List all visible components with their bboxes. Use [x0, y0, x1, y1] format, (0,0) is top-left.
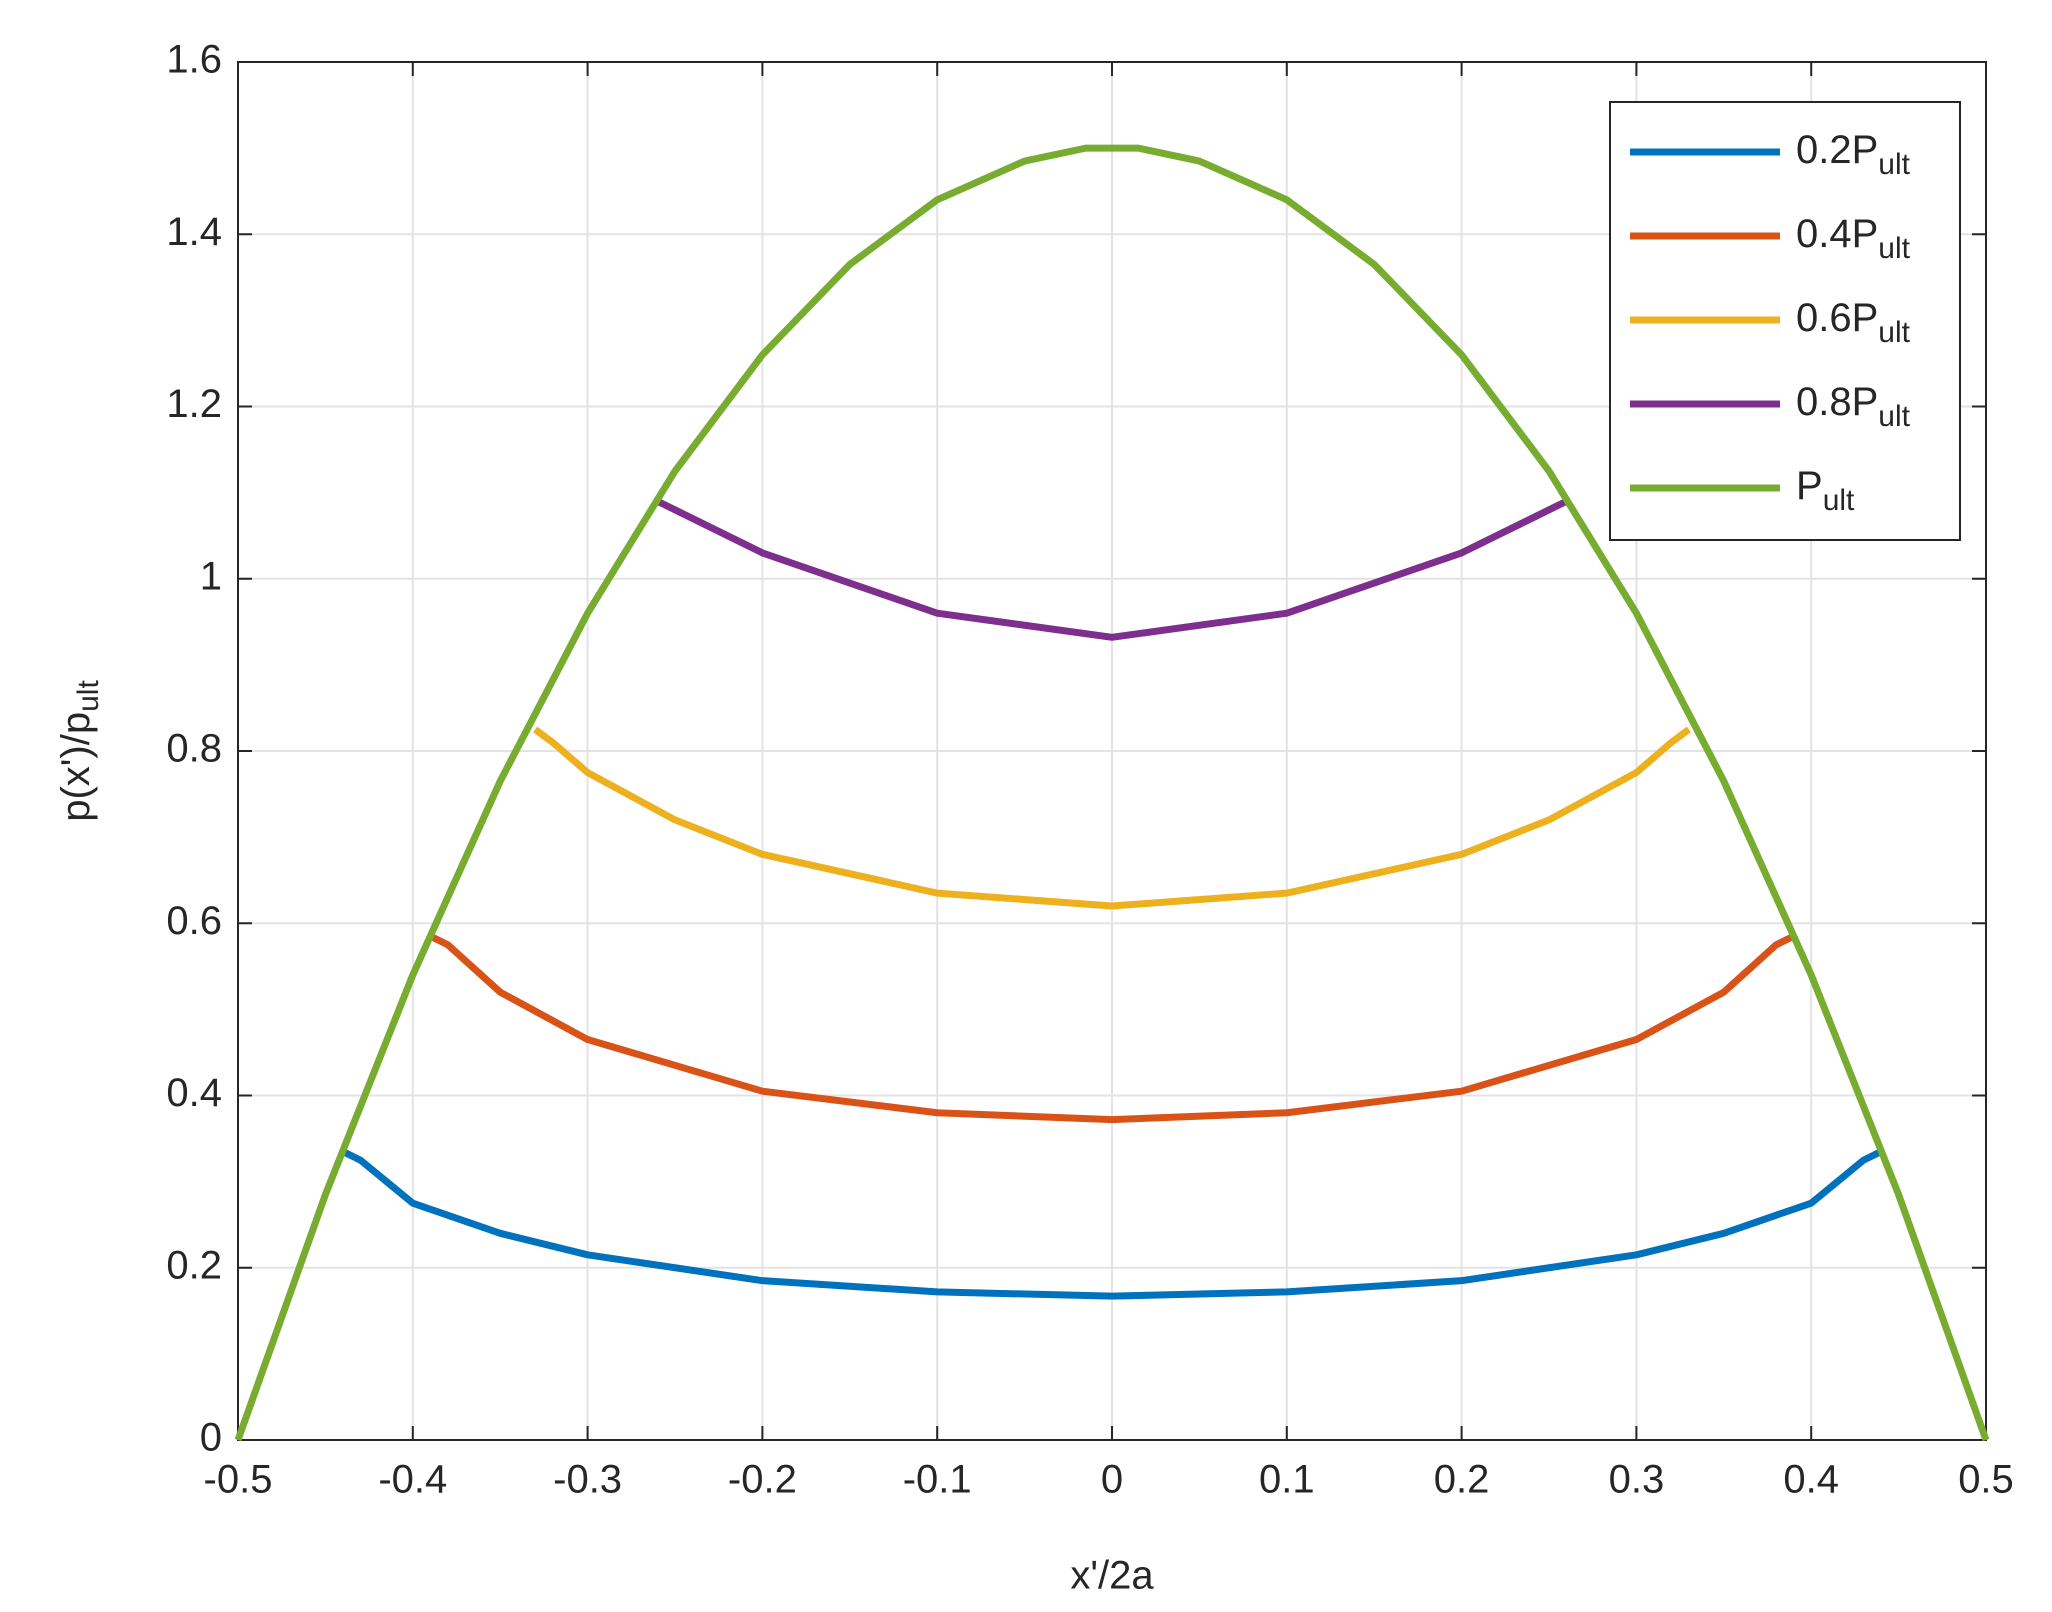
x-tick-label: 0.5 [1958, 1458, 2014, 1502]
x-tick-label: 0.2 [1434, 1458, 1490, 1502]
y-tick-label: 0.4 [166, 1071, 222, 1115]
x-tick-label: 0 [1101, 1458, 1123, 1502]
x-tick-label: 0.4 [1783, 1458, 1839, 1502]
y-tick-label: 0.8 [166, 727, 222, 771]
legend-label-main: 0.4P [1796, 212, 1878, 256]
legend-label: 0.2Pult [1796, 128, 1911, 181]
y-tick-label: 0 [200, 1416, 222, 1460]
data-line [428, 933, 1796, 1124]
legend-label-subscript: ult [1878, 232, 1910, 265]
x-tick-label: 0.3 [1609, 1458, 1665, 1502]
x-tick-label: -0.4 [378, 1458, 447, 1502]
y-axis-label: p(x')/pult [54, 680, 105, 822]
x-tick-label: -0.3 [553, 1458, 622, 1502]
x-tick-label: -0.5 [204, 1458, 273, 1502]
data-line [655, 498, 1569, 641]
legend-label: 0.4Pult [1796, 212, 1911, 265]
legend-label-main: P [1796, 464, 1823, 508]
x-axis-label: x'/2a [1070, 1554, 1154, 1598]
legend-label-subscript: ult [1823, 484, 1855, 517]
legend-label-main: 0.6P [1796, 296, 1878, 340]
legend-label: 0.8Pult [1796, 380, 1911, 433]
y-tick-label: 0.2 [166, 1243, 222, 1287]
x-tick-label: -0.1 [903, 1458, 972, 1502]
y-tick-label: 1.6 [166, 38, 222, 82]
y-axis-label-subscript: ult [72, 680, 105, 712]
plot-frame [237, 61, 1987, 1441]
y-tick-label: 1 [200, 554, 222, 598]
x-tick-label: -0.2 [728, 1458, 797, 1502]
data-line [533, 726, 1691, 910]
y-tick-label: 0.6 [166, 899, 222, 943]
x-tick-label: 0.1 [1259, 1458, 1315, 1502]
legend-label: 0.6Pult [1796, 296, 1911, 349]
legend-label-main: 0.8P [1796, 380, 1878, 424]
legend-label-main: 0.2P [1796, 128, 1878, 172]
data-line [234, 144, 1990, 1442]
legend-label: Pult [1796, 464, 1855, 517]
legend-label-subscript: ult [1878, 316, 1910, 349]
legend-label-subscript: ult [1878, 148, 1910, 181]
data-line [341, 1148, 1883, 1300]
legend-label-subscript: ult [1878, 400, 1910, 433]
y-tick-label: 1.4 [166, 210, 222, 254]
y-tick-label: 1.2 [166, 382, 222, 426]
y-axis-label-main: p(x')/p [54, 712, 98, 822]
